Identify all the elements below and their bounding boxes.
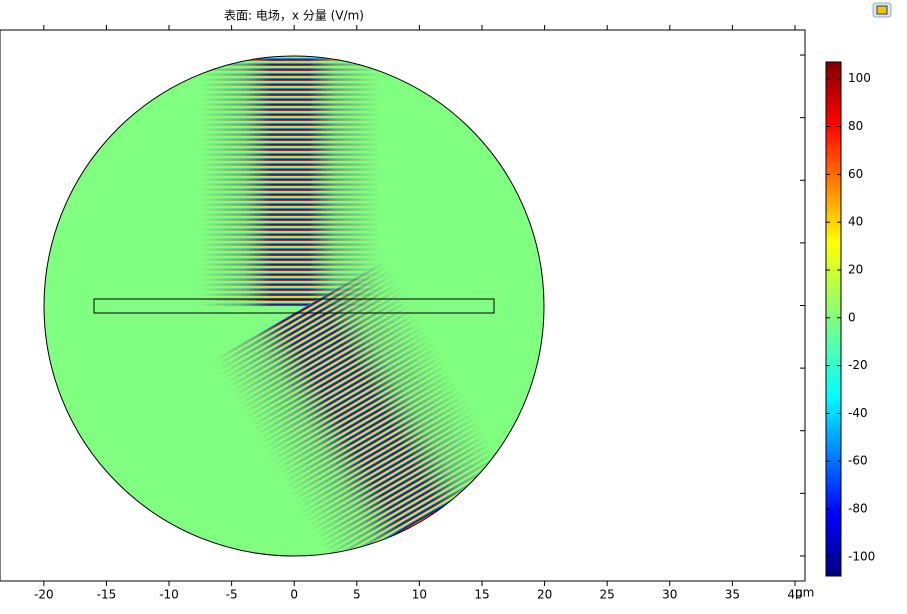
- x-tick-label: 20: [537, 588, 552, 602]
- x-unit: μm: [795, 586, 814, 600]
- colorbar-label: 20: [848, 262, 863, 276]
- x-tick-label: 10: [412, 588, 427, 602]
- x-tick-label: -15: [97, 588, 117, 602]
- waveguide: [93, 298, 495, 314]
- app-icon-inner: [876, 5, 888, 15]
- x-tick-label: -20: [34, 588, 54, 602]
- x-tick-label: -10: [159, 588, 179, 602]
- colorbar-label: 60: [848, 167, 863, 181]
- colorbar-label: -100: [848, 549, 875, 563]
- colorbar-label: -80: [848, 502, 868, 516]
- colorbar-label: 40: [848, 215, 863, 229]
- x-tick-label: 40: [787, 588, 802, 602]
- colorbar-label: -60: [848, 454, 868, 468]
- colorbar-label: -20: [848, 358, 868, 372]
- domain-border: [43, 55, 545, 557]
- colorbar: [825, 61, 842, 577]
- colorbar-label: 100: [848, 71, 871, 85]
- x-tick-label: 5: [353, 588, 361, 602]
- x-tick-label: 35: [725, 588, 740, 602]
- x-tick-label: 30: [662, 588, 677, 602]
- chart-title: 表面: 电场，x 分量 (V/m): [224, 9, 364, 23]
- colorbar-label: -40: [848, 406, 868, 420]
- colorbar-label: 0: [848, 310, 856, 324]
- x-tick-label: 15: [474, 588, 489, 602]
- incident-beam: [200, 56, 380, 306]
- colorbar-label: 80: [848, 119, 863, 133]
- x-tick-label: -5: [226, 588, 238, 602]
- x-tick-label: 25: [600, 588, 615, 602]
- x-tick-label: 0: [290, 588, 298, 602]
